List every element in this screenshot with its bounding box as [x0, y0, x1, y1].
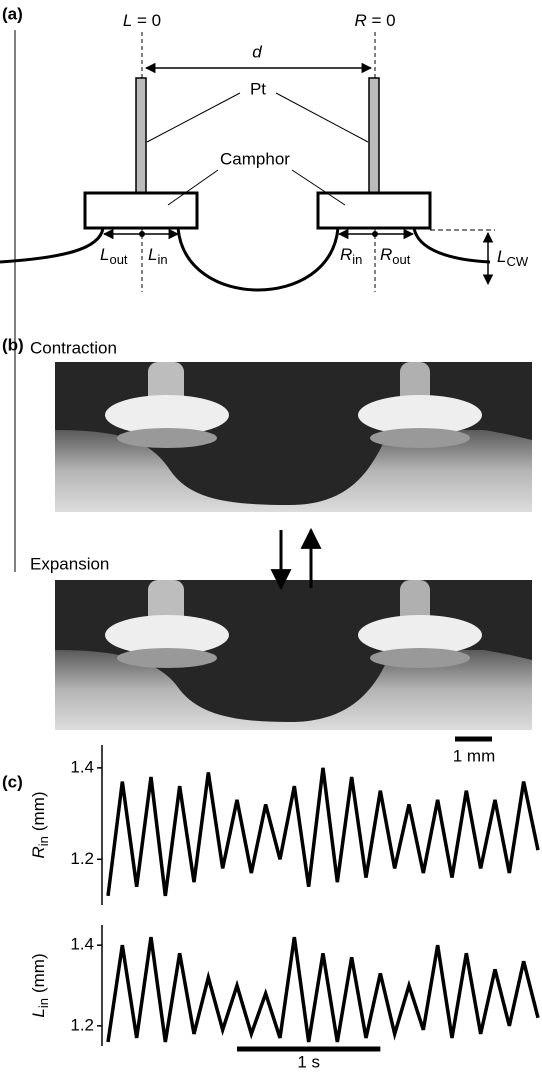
- panel-a: (a) L = 0 R = 0 d Pt Camphor Lout Lin Ri…: [0, 4, 529, 292]
- subscript: in: [352, 252, 362, 267]
- center-dot: [372, 231, 378, 237]
- camphor-base: [370, 428, 470, 448]
- distance-label: d: [252, 42, 262, 61]
- lin-label: Lin: [148, 245, 168, 267]
- y-axis-label: Lin (mm): [29, 953, 51, 1017]
- meniscus: [0, 228, 490, 290]
- pt-label: Pt: [250, 79, 266, 98]
- camphor-disk: [85, 193, 197, 228]
- origin-label: R = 0: [354, 11, 395, 30]
- y-tick-label: 1.2: [70, 849, 94, 868]
- camphor-label: Camphor: [220, 149, 290, 168]
- pt-wire: [136, 78, 146, 194]
- panel-label: (a): [2, 4, 23, 23]
- camphor-base: [117, 648, 217, 668]
- subscript: in: [157, 252, 167, 267]
- text: = 0: [367, 11, 396, 30]
- lout-label: Lout: [100, 245, 128, 267]
- symbol: R: [29, 846, 48, 858]
- leader: [276, 93, 368, 142]
- photo: [55, 580, 532, 730]
- subscript: in: [36, 836, 51, 846]
- panel-label: (b): [2, 335, 24, 354]
- subscript: CW: [506, 254, 528, 269]
- figure: (a) L = 0 R = 0 d Pt Camphor Lout Lin Ri…: [0, 0, 542, 1074]
- subscript: out: [109, 252, 127, 267]
- camphor-base: [117, 428, 217, 448]
- scale-label: 1 mm: [453, 746, 496, 765]
- symbol: L: [148, 245, 157, 264]
- rout-label: Rout: [380, 245, 411, 267]
- data-line: [108, 937, 538, 1042]
- subscript: in: [36, 998, 51, 1008]
- symbol: R: [354, 11, 366, 30]
- rin-label: Rin: [340, 245, 362, 267]
- panel-b: (b) Contraction Expansion 1 mm: [2, 335, 532, 765]
- y-tick-label: 1.4: [70, 935, 94, 954]
- origin-label: L = 0: [123, 11, 161, 30]
- photo: [55, 362, 532, 512]
- center-dot: [139, 231, 145, 237]
- symbol: L: [497, 247, 506, 266]
- text: = 0: [132, 11, 161, 30]
- y-axis-label: Rin (mm): [29, 791, 51, 858]
- panel-label: (c): [2, 772, 23, 791]
- pt-wire: [369, 78, 379, 194]
- unit: (mm): [29, 791, 48, 831]
- symbol: L: [100, 245, 109, 264]
- y-tick-label: 1.4: [70, 757, 94, 776]
- symbol: L: [123, 11, 132, 30]
- data-line: [108, 768, 538, 896]
- camphor-base: [370, 648, 470, 668]
- caption: Expansion: [30, 554, 109, 573]
- lcw-label: LCW: [497, 247, 529, 269]
- symbol: R: [340, 245, 352, 264]
- y-tick-label: 1.2: [70, 1015, 94, 1034]
- scale-label: 1 s: [297, 1052, 320, 1071]
- unit: (mm): [29, 953, 48, 993]
- subscript: out: [392, 252, 410, 267]
- symbol: R: [380, 245, 392, 264]
- leader: [147, 93, 240, 142]
- caption: Contraction: [30, 338, 117, 357]
- symbol: L: [29, 1008, 48, 1017]
